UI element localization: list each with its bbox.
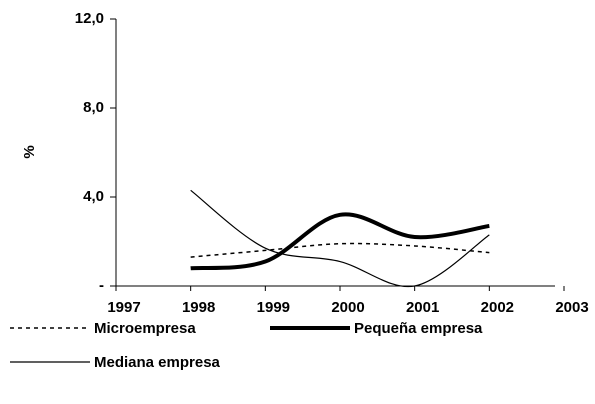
legend-label: Microempresa (94, 320, 196, 337)
x-tick-label: 1998 (182, 299, 215, 316)
y-tick-label: 12,0 (75, 10, 104, 27)
line-series (190, 242, 490, 258)
y-axis-label: % (21, 145, 38, 158)
x-tick-label: 1997 (107, 299, 140, 316)
x-tick-label: 2000 (331, 299, 364, 316)
legend-label: Mediana empresa (94, 354, 221, 371)
legend-label: Pequeña empresa (354, 320, 483, 337)
x-tick-label: 1999 (257, 299, 290, 316)
x-tick-label: 2002 (481, 299, 514, 316)
x-tick-label: 2003 (555, 299, 588, 316)
y-tick-label: 8,0 (83, 99, 104, 116)
y-tick-label: - (99, 277, 104, 294)
line-series (190, 189, 490, 288)
x-tick-label: 2001 (406, 299, 439, 316)
y-tick-label: 4,0 (83, 188, 104, 205)
line-series (190, 212, 490, 271)
